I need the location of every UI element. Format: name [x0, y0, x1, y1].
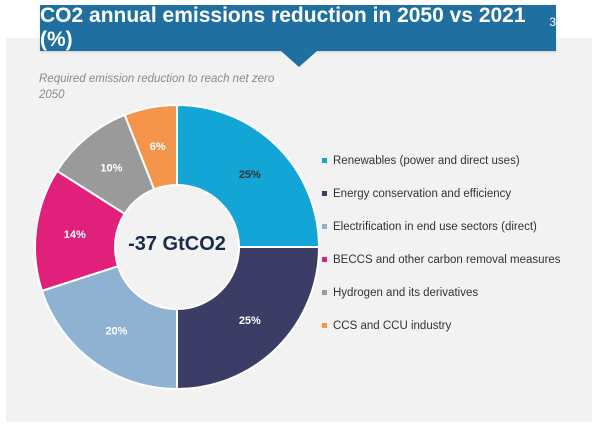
slice-data-label: 14%: [64, 229, 86, 241]
legend-item: Hydrogen and its derivatives: [322, 276, 592, 309]
legend-swatch: [322, 158, 327, 163]
legend-swatch: [322, 290, 327, 295]
title-footnote: 3: [549, 15, 556, 29]
donut-slice: [176, 103, 321, 248]
chart-legend: Renewables (power and direct uses) Energy…: [322, 144, 592, 342]
legend-label: CCS and CCU industry: [333, 319, 452, 332]
slice-data-label: 6%: [150, 141, 166, 153]
legend-item: Electrification in end use sectors (dire…: [322, 210, 592, 243]
donut-slice: [40, 264, 178, 391]
slice-data-label: 10%: [100, 163, 122, 175]
legend-item: Renewables (power and direct uses): [322, 144, 592, 177]
donut-slice: [123, 103, 178, 191]
donut-center-label: -37 GtCO2: [128, 233, 226, 255]
legend-swatch: [322, 323, 327, 328]
legend-label: Electrification in end use sectors (dire…: [333, 220, 537, 233]
slice-data-label: 25%: [239, 315, 261, 327]
banner-pointer: [281, 51, 317, 67]
legend-label: Hydrogen and its derivatives: [333, 286, 479, 299]
legend-swatch: [322, 257, 327, 262]
legend-swatch: [322, 191, 327, 196]
legend-label: Energy conservation and efficiency: [333, 187, 512, 200]
chart-subtitle: Required emission reduction to reach net…: [39, 73, 275, 101]
donut-slice: [176, 246, 321, 391]
legend-item: Energy conservation and efficiency: [322, 177, 592, 210]
legend-item: CCS and CCU industry: [322, 309, 592, 342]
slice-data-label: 25%: [239, 169, 261, 181]
legend-item: BECCS and other carbon removal measures: [322, 243, 592, 276]
chart-title-banner: CO2 annual emissions reduction in 2050 v…: [40, 4, 556, 51]
slice-data-label: 20%: [105, 325, 127, 337]
chart-title: CO2 annual emissions reduction in 2050 v…: [40, 4, 526, 51]
donut-data-labels: 25% 25% 20% 14% 10% 6%: [64, 141, 261, 338]
legend-swatch: [322, 224, 327, 229]
legend-label: Renewables (power and direct uses): [333, 154, 520, 167]
donut-slices: [34, 103, 321, 391]
legend-label: BECCS and other carbon removal measures: [333, 253, 561, 266]
